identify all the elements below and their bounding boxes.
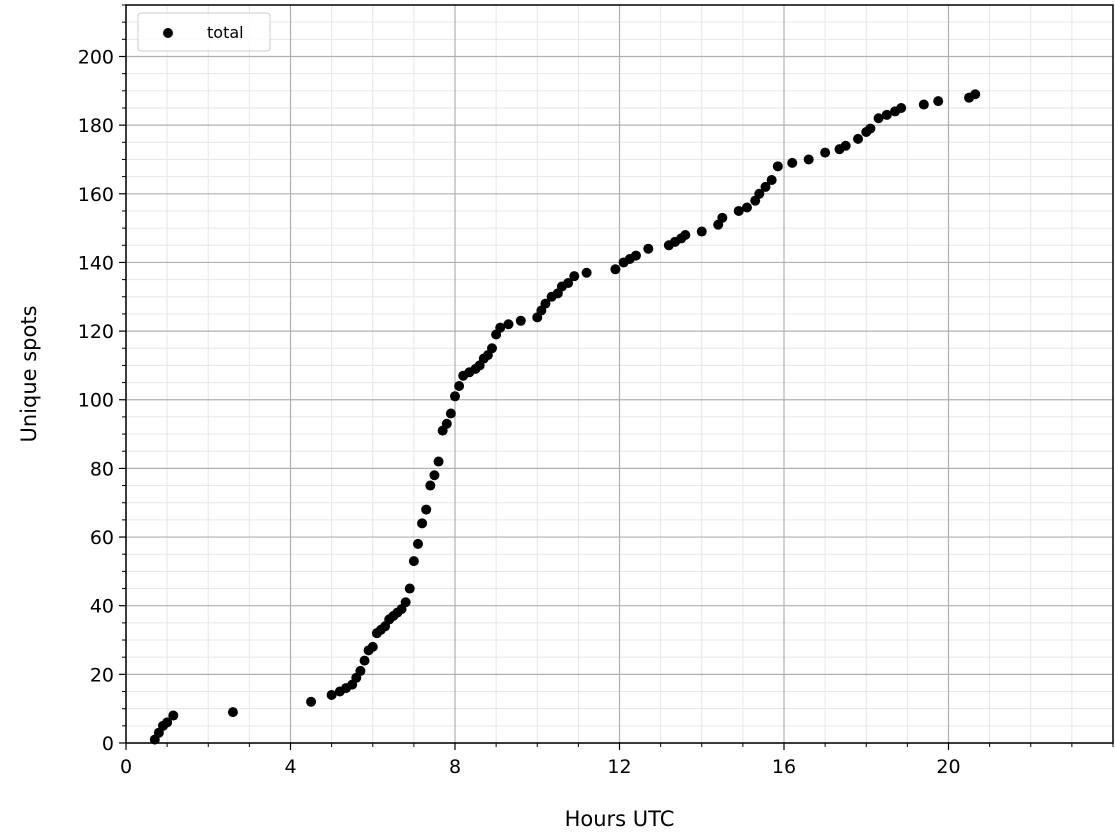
data-point xyxy=(853,133,864,144)
data-point xyxy=(367,641,378,652)
data-point xyxy=(404,583,415,594)
y-tick-label: 120 xyxy=(78,321,114,343)
data-point xyxy=(820,147,831,158)
data-point xyxy=(429,470,440,481)
data-point xyxy=(326,689,337,700)
data-point xyxy=(610,264,621,275)
x-tick-label: 4 xyxy=(284,756,296,778)
data-point xyxy=(741,202,752,213)
data-points xyxy=(149,89,981,745)
data-point xyxy=(881,109,892,120)
y-tick-label: 80 xyxy=(90,458,114,480)
legend-label-total: total xyxy=(207,23,244,42)
data-point xyxy=(433,456,444,467)
data-point xyxy=(487,343,498,354)
data-point xyxy=(766,175,777,186)
data-point xyxy=(717,212,728,223)
x-tick-label: 0 xyxy=(120,756,132,778)
data-point xyxy=(970,89,981,100)
x-tick-label: 16 xyxy=(772,756,796,778)
x-tick-label: 8 xyxy=(449,756,461,778)
y-tick-label: 160 xyxy=(78,184,114,206)
data-point xyxy=(162,717,173,728)
data-point xyxy=(696,226,707,237)
data-point xyxy=(355,665,366,676)
data-point xyxy=(840,140,851,151)
data-point xyxy=(918,99,929,110)
y-tick-label: 180 xyxy=(78,115,114,137)
x-axis-title: Hours UTC xyxy=(565,807,675,831)
data-point xyxy=(803,154,814,165)
data-point xyxy=(643,243,654,254)
data-point xyxy=(454,381,465,392)
data-point xyxy=(227,707,238,718)
x-tick-label: 12 xyxy=(607,756,631,778)
data-point xyxy=(630,250,641,261)
data-point xyxy=(417,518,428,529)
data-point xyxy=(933,96,944,107)
data-point xyxy=(421,504,432,515)
legend: total xyxy=(137,12,271,52)
data-point xyxy=(412,538,423,549)
data-point xyxy=(425,480,436,491)
y-tick-label: 0 xyxy=(102,733,114,755)
data-point xyxy=(495,322,506,333)
data-point xyxy=(569,271,580,282)
y-tick-label: 140 xyxy=(78,252,114,274)
data-point xyxy=(359,655,370,666)
data-point xyxy=(581,267,592,278)
axis-ticks xyxy=(119,4,1114,750)
major-grid xyxy=(125,5,1113,744)
data-point xyxy=(450,391,460,402)
data-point xyxy=(168,710,179,721)
data-point xyxy=(754,188,765,199)
data-point xyxy=(896,102,907,113)
data-point xyxy=(306,696,317,707)
data-point xyxy=(503,319,514,330)
y-tick-label: 60 xyxy=(90,527,114,549)
y-axis-title: Unique spots xyxy=(17,305,41,442)
data-point xyxy=(400,597,411,608)
x-tick-label: 20 xyxy=(936,756,960,778)
legend-marker xyxy=(163,28,173,38)
data-point xyxy=(733,205,744,216)
y-tick-label: 20 xyxy=(90,664,114,686)
data-point xyxy=(873,113,884,124)
data-point xyxy=(515,315,526,326)
data-point xyxy=(563,278,574,289)
data-point xyxy=(445,408,456,419)
legend-box xyxy=(137,12,271,52)
data-point xyxy=(760,181,771,192)
y-tick-label: 40 xyxy=(90,596,114,618)
data-point xyxy=(865,123,876,134)
data-point xyxy=(787,157,798,168)
y-tick-label: 200 xyxy=(78,46,114,68)
data-point xyxy=(772,161,783,172)
y-tick-label: 100 xyxy=(78,390,114,412)
data-point xyxy=(680,229,691,240)
data-point xyxy=(441,418,452,429)
data-point xyxy=(408,556,419,567)
data-point xyxy=(540,298,551,309)
